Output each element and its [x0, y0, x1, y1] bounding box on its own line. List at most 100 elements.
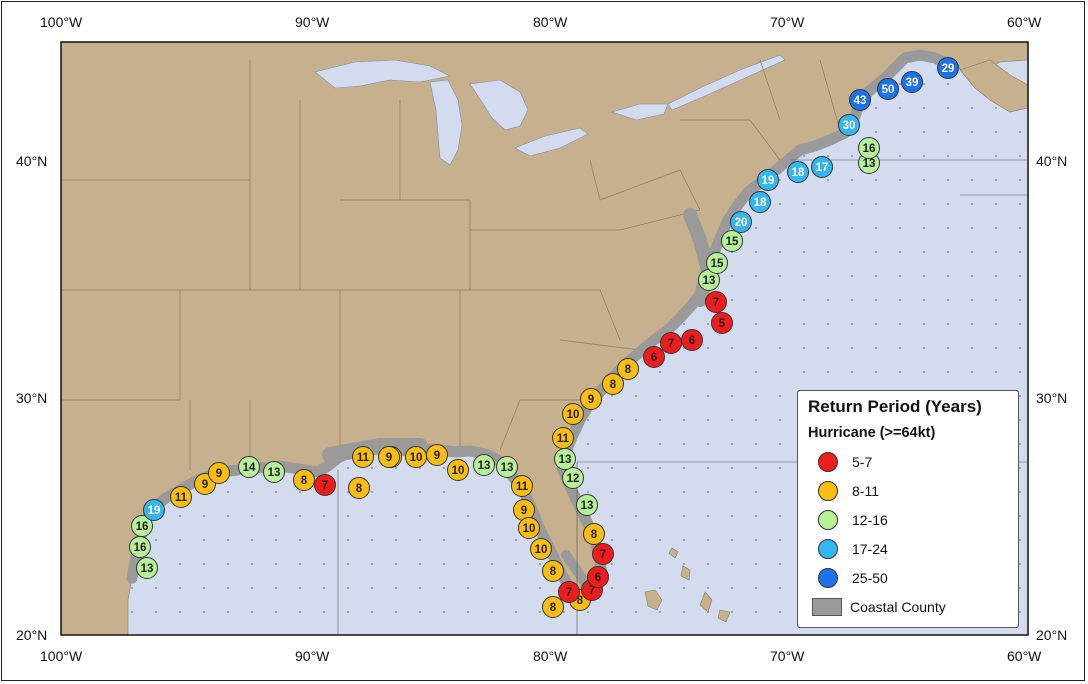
- marker-value: 8: [625, 364, 632, 376]
- return-period-marker: 9: [208, 462, 230, 484]
- return-period-marker: 18: [787, 161, 809, 183]
- return-period-marker: 11: [511, 475, 533, 497]
- marker-circle: [562, 467, 584, 489]
- return-period-marker: 7: [705, 291, 727, 313]
- marker-value: 50: [882, 84, 895, 96]
- return-period-marker: 13: [496, 456, 518, 478]
- marker-value: 8: [577, 595, 584, 607]
- return-period-marker: 13: [698, 269, 720, 291]
- marker-value: 10: [567, 409, 580, 421]
- return-period-marker: 7: [314, 474, 336, 496]
- marker-value: 9: [521, 505, 527, 517]
- marker-value: 18: [754, 197, 767, 209]
- marker-value: 19: [148, 505, 161, 517]
- return-period-marker: 20: [730, 211, 752, 233]
- marker-value: 15: [711, 258, 724, 270]
- marker-circle: [838, 114, 860, 136]
- marker-value: 20: [735, 217, 748, 229]
- marker-value: 13: [559, 454, 572, 466]
- marker-value: 9: [434, 450, 440, 462]
- marker-value: 13: [501, 462, 514, 474]
- marker-circle: [170, 486, 192, 508]
- marker-circle: [263, 461, 285, 483]
- marker-value: 19: [762, 175, 775, 187]
- marker-circle: [901, 71, 923, 93]
- return-period-marker: 8: [542, 560, 564, 582]
- return-period-marker: 13: [473, 454, 495, 476]
- marker-circle: [587, 566, 609, 588]
- return-period-marker: 10: [447, 459, 469, 481]
- st-lawrence: [667, 54, 786, 111]
- lake-michigan: [429, 79, 463, 166]
- marker-circle: [858, 137, 880, 159]
- marker-value: 16: [863, 143, 876, 155]
- lon-tick-80w-top: 80°W: [533, 14, 568, 30]
- return-period-marker: 13: [554, 448, 576, 470]
- marker-circle: [711, 312, 733, 334]
- marker-value: 17: [816, 162, 829, 174]
- return-period-marker: 10: [562, 403, 584, 425]
- legend-label-5-7: 5-7: [852, 453, 873, 470]
- lon-tick-90w-bottom: 90°W: [295, 648, 330, 664]
- lake-superior: [314, 59, 451, 89]
- marker-circle: [787, 161, 809, 183]
- return-period-marker: 13: [576, 494, 598, 516]
- lon-tick-100w-top: 100°W: [40, 14, 83, 30]
- return-period-marker: 43: [849, 89, 871, 111]
- marker-circle: [348, 477, 370, 499]
- return-period-marker: 16: [131, 515, 153, 537]
- marker-value: 7: [600, 549, 606, 561]
- return-period-marker: 10: [518, 517, 540, 539]
- return-period-marker: 7: [592, 543, 614, 565]
- lake-huron: [469, 79, 529, 131]
- legend: Return Period (Years) Hurricane (>=64kt)…: [797, 390, 1019, 628]
- return-period-marker: 7: [558, 581, 580, 603]
- return-period-marker: 9: [378, 446, 400, 468]
- marker-value: 16: [134, 542, 147, 554]
- marker-circle: [877, 78, 899, 100]
- marker-circle: [558, 581, 580, 603]
- marker-circle: [643, 346, 665, 368]
- marker-value: 6: [651, 352, 657, 364]
- lon-tick-90w-top: 90°W: [295, 14, 330, 30]
- lat-tick-20n-left: 20°N: [16, 627, 48, 643]
- lat-tick-40n-left: 40°N: [16, 153, 48, 169]
- legend-swatch-coastal-county: [812, 597, 842, 616]
- legend-swatch-12-16: [818, 509, 838, 530]
- legend-subtitle: Hurricane (>=64kt): [808, 425, 936, 441]
- legend-label-8-11: 8-11: [852, 482, 879, 499]
- marker-circle: [730, 211, 752, 233]
- legend-swatch-5-7: [818, 451, 838, 472]
- legend-item-coastal-county: Coastal County: [806, 592, 1010, 621]
- marker-circle: [378, 446, 400, 468]
- marker-circle: [583, 523, 605, 545]
- marker-value: 10: [523, 523, 536, 535]
- marker-value: 30: [843, 120, 856, 132]
- marker-value: 13: [581, 500, 594, 512]
- marker-value: 8: [610, 379, 617, 391]
- lat-tick-40n-right: 40°N: [1036, 153, 1068, 169]
- marker-circle: [238, 456, 260, 478]
- marker-circle: [473, 454, 495, 476]
- lon-tick-60w-bottom: 60°W: [1007, 648, 1042, 664]
- marker-circle: [352, 446, 374, 468]
- marker-value: 7: [566, 587, 572, 599]
- marker-circle: [542, 560, 564, 582]
- return-period-marker: 12: [562, 467, 584, 489]
- return-period-marker: 15: [721, 230, 743, 252]
- marker-circle: [143, 499, 165, 521]
- marker-value: 7: [589, 585, 595, 597]
- lat-tick-30n-left: 30°N: [16, 390, 48, 406]
- return-period-marker: 11: [352, 446, 374, 468]
- return-period-marker: 10: [405, 446, 427, 468]
- legend-label-25-50: 25-50: [852, 569, 888, 586]
- lake-ontario: [610, 103, 669, 121]
- marker-value: 11: [557, 433, 570, 445]
- marker-circle: [576, 494, 598, 516]
- marker-circle: [131, 515, 153, 537]
- legend-label-12-16: 12-16: [852, 511, 888, 528]
- marker-circle: [706, 252, 728, 274]
- return-period-marker: 6: [643, 346, 665, 368]
- return-period-marker: 6: [681, 329, 703, 351]
